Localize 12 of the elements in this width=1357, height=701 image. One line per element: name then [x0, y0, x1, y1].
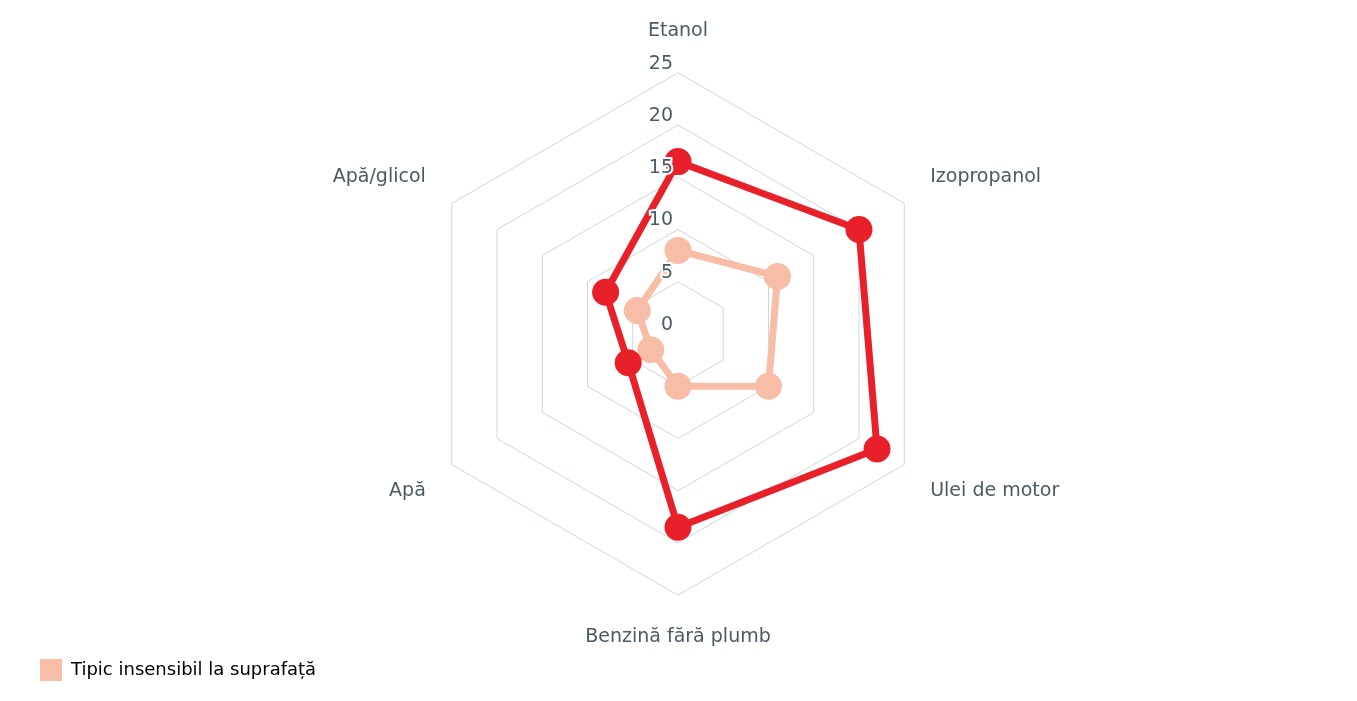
y-tick-label: 25: [648, 50, 673, 73]
spoke-label: Benzină fără plumb: [585, 623, 771, 646]
spoke-label: Apă/glicol: [332, 163, 426, 186]
y-tick-label: 0: [660, 311, 673, 334]
y-tick-label: 20: [648, 102, 673, 125]
y-tick-label: 5: [660, 259, 673, 282]
spoke-label: Apă: [389, 477, 426, 500]
spoke-label: Ulei de motor: [930, 477, 1060, 500]
legend-label: Tipic insensibil la suprafață: [70, 657, 317, 679]
spoke-label: Izopropanol: [930, 163, 1042, 186]
spoke-label: Etanol: [647, 18, 709, 41]
y-tick-label: 10: [648, 207, 673, 230]
